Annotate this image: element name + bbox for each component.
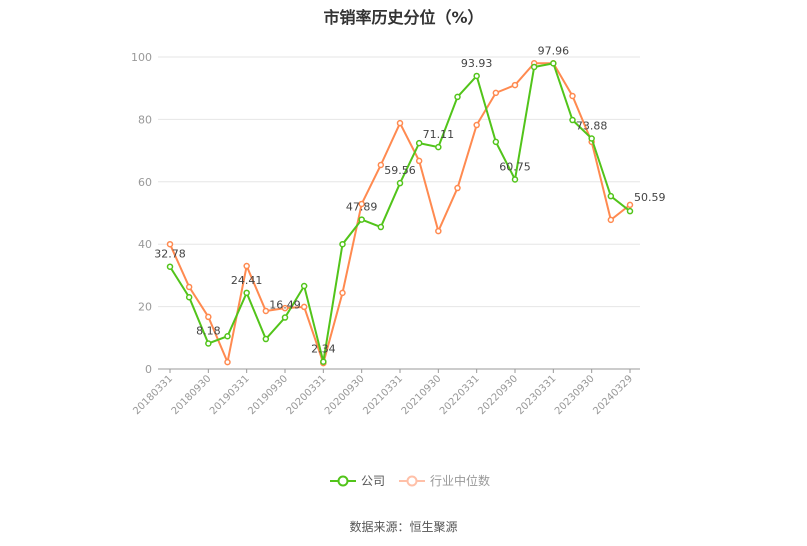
- data-point: [607, 216, 615, 224]
- legend-industry-icon: [399, 475, 426, 486]
- data-point: [243, 262, 250, 270]
- data-point: [492, 89, 500, 97]
- data-point: [511, 176, 519, 183]
- x-tick-label: 20220930: [476, 373, 520, 417]
- data-point: [530, 63, 538, 71]
- data-point: [473, 72, 480, 80]
- data-label: 93.93: [461, 57, 493, 70]
- x-tick-label: 20200930: [323, 373, 367, 417]
- y-tick-label: 20: [138, 301, 152, 314]
- x-tick-label: 20200331: [285, 373, 329, 417]
- data-point: [435, 143, 442, 151]
- data-point: [205, 313, 212, 321]
- data-point: [396, 179, 404, 187]
- data-label: 73.88: [576, 119, 608, 132]
- data-point: [415, 139, 423, 147]
- x-tick-label: 20180930: [170, 373, 214, 417]
- data-point: [358, 200, 365, 208]
- y-tick-label: 100: [131, 51, 152, 64]
- x-tick-label: 20240329: [591, 373, 635, 417]
- data-label: 32.78: [154, 248, 186, 261]
- data-source: 数据来源：恒生聚源: [349, 520, 458, 534]
- data-point: [377, 161, 385, 169]
- y-tick-label: 0: [145, 363, 152, 376]
- data-point: [243, 289, 250, 297]
- legend-item-company[interactable]: 公司: [330, 472, 385, 489]
- data-point: [454, 93, 461, 101]
- legend: 公司 行业中位数: [330, 472, 490, 489]
- data-point: [454, 184, 461, 192]
- x-tick-label: 20210331: [361, 373, 405, 417]
- data-point: [415, 157, 423, 165]
- data-point: [185, 283, 193, 291]
- x-tick-label: 20230930: [553, 373, 597, 417]
- series-line-company: [169, 62, 631, 362]
- data-label: 50.59: [634, 191, 666, 204]
- data-point: [166, 263, 174, 270]
- data-label: 47.89: [346, 201, 378, 214]
- data-label: 71.11: [423, 128, 455, 141]
- data-point: [569, 92, 576, 100]
- data-label: 60.75: [499, 160, 531, 173]
- y-tick-label: 80: [138, 113, 152, 126]
- x-tick-label: 20180331: [131, 373, 175, 417]
- data-point: [185, 293, 193, 301]
- legend-label: 行业中位数: [430, 474, 491, 488]
- x-tick-label: 20190930: [246, 373, 290, 417]
- data-point: [262, 307, 270, 315]
- legend-label: 公司: [361, 474, 386, 488]
- legend-company-icon: [330, 475, 356, 486]
- chart-title: 市销率历史分位（%）: [323, 8, 484, 27]
- data-point: [339, 289, 346, 297]
- data-label: 16.49: [269, 299, 301, 312]
- data-label: 59.56: [384, 164, 416, 177]
- data-point: [224, 332, 231, 340]
- x-tick-label: 20230331: [515, 373, 559, 417]
- data-point: [626, 207, 634, 215]
- data-point: [588, 135, 595, 142]
- data-point: [358, 216, 365, 223]
- data-point: [300, 282, 308, 290]
- x-tick-label: 20190331: [208, 373, 252, 417]
- y-tick-label: 60: [138, 176, 152, 189]
- data-point: [281, 304, 289, 312]
- y-tick-label: 40: [138, 238, 152, 251]
- data-point: [607, 192, 615, 200]
- data-point: [435, 227, 442, 235]
- data-point: [166, 240, 174, 248]
- data-label: 24.41: [231, 274, 263, 287]
- data-point: [377, 223, 385, 231]
- data-point: [569, 116, 576, 124]
- data-point: [300, 303, 308, 311]
- data-point: [339, 240, 346, 248]
- data-point: [473, 121, 480, 129]
- data-point: [262, 335, 270, 343]
- legend-item-industry-median[interactable]: 行业中位数: [399, 472, 490, 489]
- data-point: [492, 138, 500, 146]
- data-point: [626, 201, 634, 209]
- data-point: [224, 358, 231, 366]
- data-label: 2.34: [311, 343, 336, 356]
- data-point: [550, 60, 557, 67]
- series-line-industry: [169, 62, 631, 367]
- data-point: [396, 119, 404, 127]
- data-label: 97.96: [538, 44, 570, 57]
- x-tick-label: 20210930: [400, 373, 444, 417]
- chart-plot: 0 20 40 60 80 100 2018033120180930201903312019…: [131, 44, 666, 417]
- data-point: [281, 314, 289, 321]
- data-point: [511, 81, 519, 89]
- data-point: [205, 340, 212, 347]
- data-point: [320, 358, 327, 365]
- x-tick-label: 20220331: [438, 373, 482, 417]
- data-label: 8.18: [196, 324, 221, 337]
